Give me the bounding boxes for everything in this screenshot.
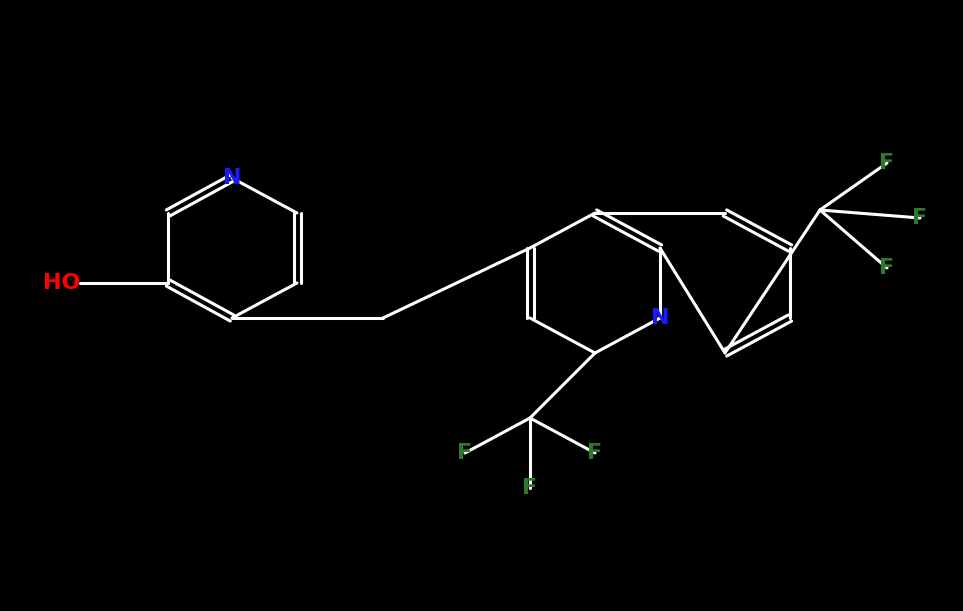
Text: F: F [587, 443, 603, 463]
Text: F: F [879, 258, 895, 278]
Text: F: F [523, 478, 537, 498]
Text: N: N [651, 308, 669, 328]
Text: F: F [879, 153, 895, 173]
Text: F: F [912, 208, 927, 228]
Text: F: F [457, 443, 473, 463]
Text: HO: HO [42, 273, 80, 293]
Text: N: N [222, 168, 242, 188]
